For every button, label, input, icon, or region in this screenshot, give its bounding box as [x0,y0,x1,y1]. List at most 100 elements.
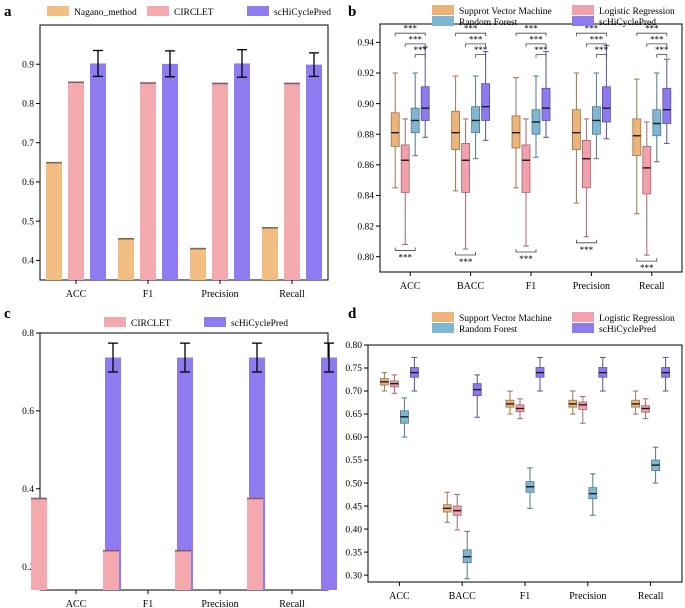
box-logistic-regression [578,401,588,410]
box-supprot-vector-machine [572,109,581,150]
x-tick-label: F1 [143,289,154,300]
x-tick-label: Precision [573,281,610,292]
bar-schicyclepred [177,357,193,590]
x-tick-label: BACC [457,281,485,292]
legend-swatch [247,6,269,16]
x-tick-label: ACC [66,289,87,300]
box-schicyclepred [602,86,611,123]
legend-label: scHiCyclePred [599,325,656,335]
significance-bracket [576,239,597,244]
bar-schicyclepred [162,63,178,280]
significance-bracket [515,248,537,253]
bar-circlet [103,550,119,590]
panel-a: a 0.4 0.5 0.6 0.7 0.8 0.9 ACC F1 Precision Recall N… [4,4,331,300]
plot-frame [39,24,329,281]
y-tick-label: 0.35 [345,548,362,558]
y-tick-label: 0.30 [345,571,362,581]
x-tick-label: Recall [279,599,305,608]
legend-label: Supprot Vector Machine [459,7,552,17]
y-tick-label: 0.88 [357,130,374,140]
significance-bracket [475,54,486,58]
bar-circlet [175,550,191,590]
bar-circlet [284,83,300,280]
box-schicyclepred [420,86,430,121]
box-logistic-regression [582,139,591,189]
significance-bracket [576,32,607,37]
legend-swatch [572,16,594,26]
significance-bracket [414,54,426,58]
box-random-forest [652,109,662,137]
significance-bracket [636,32,668,37]
bar-circlet [140,83,156,280]
significance-bracket [515,32,547,37]
y-tick-label: 0.4 [22,485,34,495]
legend-swatch [204,317,226,327]
y-tick-label: 0.80 [357,253,374,263]
bar-nagano-method [190,248,206,280]
significance-bracket [535,54,547,58]
legend-label: Random Forest [459,325,518,335]
significance-label: *** [529,34,543,44]
significance-label: *** [524,24,538,34]
y-tick-label: 0.9 [22,60,34,70]
significance-label: *** [398,252,412,262]
x-tick-label: F1 [520,591,531,602]
box-supprot-vector-machine [632,118,642,157]
significance-bracket [525,43,547,47]
bar-schicyclepred [321,357,337,590]
y-tick-label: 0.90 [357,100,374,110]
y-tick-label: 0.50 [345,479,362,489]
legend-swatch [47,6,69,16]
significance-bracket [455,252,476,256]
bar-schicyclepred [306,64,322,280]
x-tick-label: F1 [143,599,154,608]
significance-label: *** [403,24,417,34]
y-tick-label: 0.55 [345,456,362,466]
x-tick-label: ACC [66,599,87,608]
y-tick-label: 0.75 [345,364,362,374]
bar-schicyclepred [234,63,250,281]
significance-label: *** [464,24,478,34]
y-tick-label: 0.6 [22,178,34,188]
significance-bracket [455,32,486,37]
x-tick-label: Recall [279,289,305,300]
x-tick-label: Precision [569,591,606,602]
box-schicyclepred [662,87,672,124]
legend-label: Random Forest [459,18,518,28]
x-tick-label: Precision [201,289,238,300]
box-supprot-vector-machine [390,112,400,147]
bar-nagano-method [46,162,62,280]
y-tick-label: 0.8 [22,100,34,110]
significance-label: *** [408,34,422,44]
significance-bracket [404,43,426,47]
significance-bracket [636,258,658,262]
significance-bracket [465,43,486,47]
plot-frame [367,344,683,583]
significance-label: *** [580,245,594,255]
box-logistic-regression [400,144,410,193]
x-tick-label: Recall [638,591,664,602]
legend-label: scHiCyclePred [274,8,331,18]
legend-swatch [572,5,594,15]
y-tick-label: 0.4 [22,257,34,267]
y-tick-label: 0.2 [22,563,34,573]
y-tick-label: 0.8 [22,329,34,339]
x-tick-label: BACC [449,591,477,602]
x-tick-label: Precision [201,599,238,608]
y-tick-label: 0.92 [357,69,374,79]
y-tick-label: 0.82 [357,222,374,232]
significance-label: *** [474,45,488,55]
legend-swatch [572,323,594,333]
legend-swatch [104,317,126,327]
significance-bracket [586,43,607,47]
legend-label: CIRCLET [174,8,214,18]
box-logistic-regression [461,143,471,193]
legend-swatch [432,312,454,322]
legend-swatch [432,323,454,333]
bar-schicyclepred [90,63,106,281]
panel-label: d [348,306,357,322]
significance-label: *** [413,45,427,55]
y-tick-label: 0.94 [357,39,374,49]
y-tick-label: 0.40 [345,525,362,535]
